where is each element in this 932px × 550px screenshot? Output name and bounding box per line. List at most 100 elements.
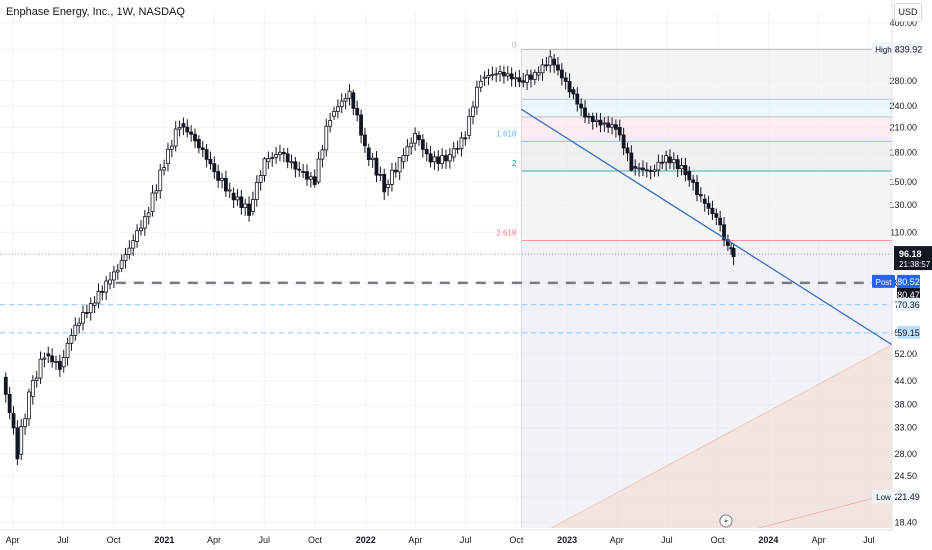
fib-extension: 0 1.618 2 2.618 — [496, 40, 893, 529]
trendline-line[interactable] — [520, 108, 893, 346]
candle-body — [200, 147, 205, 150]
candles — [3, 50, 736, 466]
candle-body — [602, 122, 607, 125]
candle-body — [166, 148, 170, 165]
time-tick-label: Apr — [812, 535, 826, 545]
fib-zone — [521, 99, 892, 117]
candle-body — [11, 413, 16, 429]
candle-body — [335, 106, 340, 112]
level-b-label-value: 59.15 — [897, 328, 920, 338]
candle-body — [15, 427, 20, 460]
time-tick-label: 2021 — [154, 535, 174, 545]
candle-body — [405, 146, 410, 156]
candle-body — [142, 216, 147, 229]
trendline[interactable] — [520, 108, 893, 346]
candle-body — [193, 133, 197, 142]
candle-body — [571, 89, 576, 95]
price-tick-label: 130.00 — [889, 200, 917, 210]
time-tick-label: Oct — [509, 535, 524, 545]
candle-body — [266, 158, 271, 163]
candle-body — [258, 175, 263, 183]
candle-body — [621, 134, 626, 149]
candle-body — [347, 90, 352, 99]
candle-body — [223, 178, 228, 192]
post-label-tag-bg — [872, 274, 895, 288]
price-tick-label: 44.00 — [894, 376, 917, 386]
candle-body — [243, 203, 248, 209]
candle-body — [540, 64, 545, 74]
candle-body — [471, 106, 475, 117]
candle-body — [390, 169, 394, 185]
prev-close-label-bg — [897, 287, 920, 301]
candle-body — [687, 171, 692, 181]
candle-body — [177, 126, 182, 130]
price-tick-label: 28.00 — [894, 449, 917, 459]
time-tick-label: Apr — [408, 535, 422, 545]
time-tick-label: Apr — [610, 535, 624, 545]
candle-body — [115, 269, 120, 273]
fib-zone — [521, 116, 892, 142]
candle-body — [625, 147, 630, 154]
candle-body — [339, 100, 344, 108]
candle-body — [409, 142, 414, 148]
candle-body — [34, 377, 39, 381]
candle-body — [289, 161, 294, 164]
candle-body — [698, 194, 703, 197]
candle-body — [77, 322, 82, 326]
candle-body — [637, 167, 641, 170]
candle-body — [42, 357, 47, 360]
candle-body — [320, 149, 325, 160]
candle-body — [88, 303, 93, 314]
candle-body — [254, 182, 259, 200]
candle-body — [505, 73, 510, 77]
candle-body — [710, 207, 715, 215]
candle-body — [440, 155, 445, 164]
candle-body — [652, 169, 657, 172]
candle-body — [675, 159, 680, 170]
candle-body — [525, 74, 529, 83]
candle-body — [660, 161, 665, 164]
candle-body — [544, 64, 549, 67]
candle-body — [27, 391, 31, 420]
candle-body — [305, 171, 309, 180]
candle-body — [731, 247, 736, 258]
candle-body — [281, 152, 286, 155]
candle-body — [139, 227, 143, 232]
candle-body — [648, 170, 653, 172]
candle-body — [586, 115, 591, 118]
candle-body — [548, 56, 553, 66]
currency-button[interactable]: USD — [894, 3, 922, 22]
price-tick-label: 24.50 — [894, 471, 917, 481]
candle-body — [150, 192, 155, 212]
level-a-label-value: 70.36 — [897, 300, 920, 310]
candle-body — [478, 80, 483, 88]
candle-body — [386, 184, 390, 188]
time-tick-label: Jul — [258, 535, 270, 545]
candle-body — [641, 167, 645, 171]
price-tick-label: 240.00 — [889, 101, 917, 111]
price-tick-label: 400.00 — [889, 18, 917, 28]
candle-body — [30, 380, 35, 397]
candle-body — [227, 189, 232, 192]
candle-body — [610, 124, 614, 128]
candle-body — [517, 77, 522, 83]
candle-body — [451, 148, 456, 158]
candle-body — [691, 179, 696, 183]
candle-body — [447, 154, 452, 162]
time-axis[interactable]: Apr Jul Oct 2021 Apr Jul Oct 2022 Apr Jul Oct 2023 A… — [0, 514, 892, 545]
candle-body — [262, 158, 267, 176]
candle-body — [173, 128, 178, 147]
candle-body — [285, 153, 290, 163]
high-label-tag: High — [875, 45, 891, 54]
lightning-icon[interactable] — [719, 514, 733, 528]
time-tick-label: Apr — [207, 535, 221, 545]
candle-body — [332, 111, 336, 117]
candle-body — [328, 120, 333, 127]
candle-body — [270, 157, 275, 159]
candle-body — [532, 71, 537, 80]
candle-body — [251, 199, 255, 212]
candle-body — [420, 139, 425, 150]
candle-body — [563, 77, 568, 82]
